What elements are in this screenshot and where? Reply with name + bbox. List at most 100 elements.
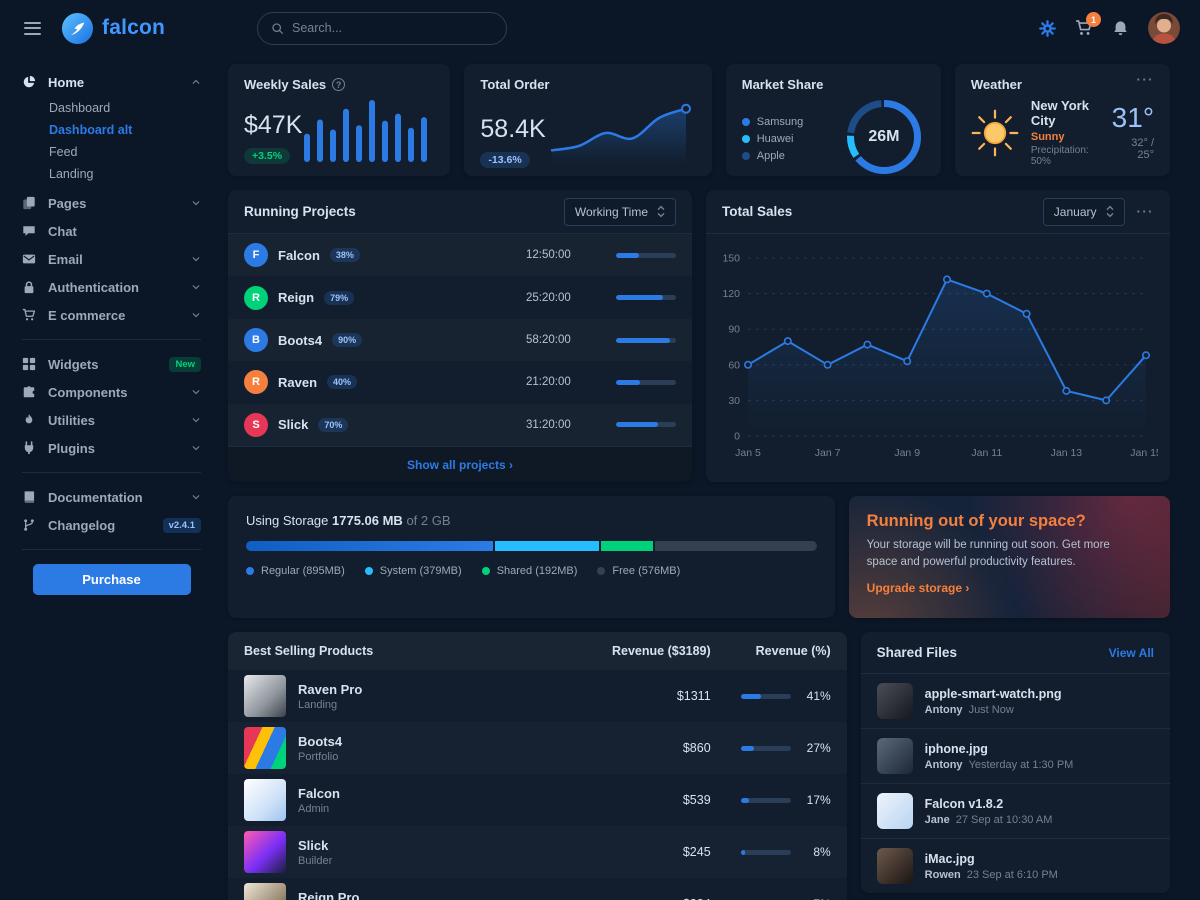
storage-total: of 2 GB	[406, 513, 451, 528]
book-icon	[22, 490, 38, 504]
view-all-link[interactable]: View All	[1108, 645, 1154, 660]
sidebar-item-label: Plugins	[48, 440, 95, 456]
total-order-title: Total Order	[480, 77, 550, 92]
show-all-projects-link[interactable]: Show all projects ›	[406, 457, 514, 472]
menu-toggle-button[interactable]	[20, 18, 45, 39]
legend-label: Free (576MB)	[612, 565, 681, 577]
product-thumbnail	[244, 883, 286, 900]
product-thumbnail	[244, 675, 286, 717]
sidebar-item-widgets[interactable]: Widgets New	[22, 350, 201, 378]
market-share-card: Market Share Samsung Huawei Apple 26M	[725, 64, 941, 176]
product-category[interactable]: Builder	[298, 854, 333, 867]
product-name[interactable]: Raven Pro	[298, 681, 363, 697]
chevron-up-icon	[191, 77, 201, 87]
sidebar-subitem-landing[interactable]: Landing	[49, 167, 94, 181]
total-sales-menu-icon[interactable]: ···	[1136, 203, 1154, 219]
product-revenue: $1311	[676, 689, 711, 703]
sidebar-badge: New	[169, 356, 201, 372]
product-category[interactable]: Portfolio	[298, 750, 339, 763]
sidebar-item-label: Email	[48, 251, 83, 267]
product-category[interactable]: Admin	[298, 802, 330, 815]
sidebar-item-label: Widgets	[48, 356, 99, 372]
project-name[interactable]: Boots4	[278, 332, 323, 348]
sidebar-item-chat[interactable]: Chat	[22, 217, 201, 245]
project-progress-fill	[616, 295, 664, 301]
help-icon[interactable]: ?	[332, 78, 346, 91]
sidebar-item-documentation[interactable]: Documentation	[22, 483, 201, 511]
envelope-icon	[22, 252, 38, 266]
brand-logo[interactable]: falcon	[61, 12, 229, 45]
product-progress-bar	[740, 849, 791, 855]
project-progress-bar	[616, 252, 676, 258]
file-owner: Jane	[924, 813, 950, 826]
sidebar-subitem-dashboard-alt[interactable]: Dashboard alt	[49, 123, 133, 137]
project-name[interactable]: Reign	[278, 290, 315, 306]
file-thumbnail	[876, 683, 913, 719]
svg-text:Jan 15: Jan 15	[1130, 447, 1158, 459]
svg-text:Jan 5: Jan 5	[735, 447, 761, 459]
file-row-imac-jpg: iMac.jpg Rowen 23 Sep at 6:10 PM	[861, 839, 1170, 893]
product-row-raven-pro: Raven Pro Landing $1311 41%	[228, 670, 847, 722]
upgrade-storage-link[interactable]: Upgrade storage ›	[866, 580, 970, 595]
sidebar-divider	[22, 549, 201, 550]
project-name[interactable]: Slick	[278, 417, 309, 433]
purchase-button[interactable]: Purchase	[32, 564, 191, 595]
weather-menu-icon[interactable]: ···	[1136, 72, 1155, 87]
settings-gear-icon[interactable]	[1039, 19, 1056, 37]
sidebar-item-home[interactable]: Home	[22, 68, 201, 96]
sidebar-item-changelog[interactable]: Changelog v2.4.1	[22, 511, 201, 539]
product-name[interactable]: Slick	[298, 837, 329, 853]
sidebar-item-e-commerce[interactable]: E commerce	[22, 301, 201, 329]
sidebar-subitem-feed[interactable]: Feed	[49, 145, 78, 159]
sidebar-subitem-dashboard[interactable]: Dashboard	[49, 101, 111, 115]
sidebar-item-components[interactable]: Components	[22, 378, 201, 406]
sidebar-item-authentication[interactable]: Authentication	[22, 273, 201, 301]
product-name[interactable]: Boots4	[298, 733, 343, 749]
sidebar-item-label: Documentation	[48, 489, 143, 505]
legend-dot	[741, 152, 750, 160]
running-projects-card: Running Projects Working Time F Falcon 38%…	[228, 190, 692, 482]
sidebar-item-label: E commerce	[48, 307, 126, 323]
file-info: apple-smart-watch.png Antony Just Now	[925, 687, 1062, 716]
month-select[interactable]: January	[1042, 197, 1125, 226]
file-name[interactable]: apple-smart-watch.png	[924, 686, 1062, 701]
project-name[interactable]: Falcon	[278, 247, 320, 263]
file-name[interactable]: iMac.jpg	[924, 851, 975, 866]
file-meta: Rowen 23 Sep at 6:10 PM	[925, 869, 1058, 881]
avatar[interactable]	[1148, 12, 1180, 44]
sidebar-item-pages[interactable]: Pages	[22, 189, 201, 217]
project-row-raven: R Raven 40% 21:20:00	[228, 361, 692, 403]
sidebar-item-email[interactable]: Email	[22, 245, 201, 273]
product-progress-bar	[740, 797, 791, 803]
sidebar-item-utilities[interactable]: Utilities	[22, 406, 201, 434]
sidebar-item-plugins[interactable]: Plugins	[22, 434, 201, 462]
search-box[interactable]	[257, 11, 507, 45]
product-name[interactable]: Reign Pro	[298, 889, 360, 900]
svg-text:90: 90	[728, 324, 740, 336]
running-projects-title: Running Projects	[244, 204, 356, 219]
storage-legend-item: Free (576MB)	[597, 565, 680, 577]
product-percent: 27%	[806, 741, 831, 755]
cart-icon[interactable]: 1	[1075, 12, 1101, 37]
weekly-sales-badge: +3.5%	[244, 148, 291, 164]
product-name[interactable]: Falcon	[298, 785, 340, 801]
working-time-select[interactable]: Working Time	[563, 197, 676, 226]
sidebar-item-label: Utilities	[48, 412, 95, 428]
product-category[interactable]: Landing	[298, 698, 338, 711]
sidebar: Home Dashboard Dashboard alt Feed Landing Pag…	[0, 56, 215, 900]
project-progress-fill	[616, 337, 670, 343]
weather-precipitation: Precipitation: 50%	[1030, 145, 1089, 167]
legend-label: Samsung	[756, 116, 804, 128]
storage-segment-system-379mb-	[495, 541, 601, 551]
best-selling-title: Best Selling Products	[244, 644, 374, 658]
notifications-bell-icon[interactable]	[1112, 20, 1129, 37]
project-name[interactable]: Raven	[278, 374, 318, 390]
search-input[interactable]	[292, 21, 493, 35]
brand-name: falcon	[102, 16, 166, 39]
legend-item-huawei: Huawei	[741, 133, 803, 145]
file-info: iphone.jpg Antony Yesterday at 1:30 PM	[925, 742, 1074, 771]
file-name[interactable]: Falcon v1.8.2	[924, 796, 1004, 811]
file-name[interactable]: iphone.jpg	[924, 741, 988, 756]
svg-text:30: 30	[728, 395, 740, 407]
file-row-falcon-v1-8-2: Falcon v1.8.2 Jane 27 Sep at 10:30 AM	[860, 784, 1170, 839]
